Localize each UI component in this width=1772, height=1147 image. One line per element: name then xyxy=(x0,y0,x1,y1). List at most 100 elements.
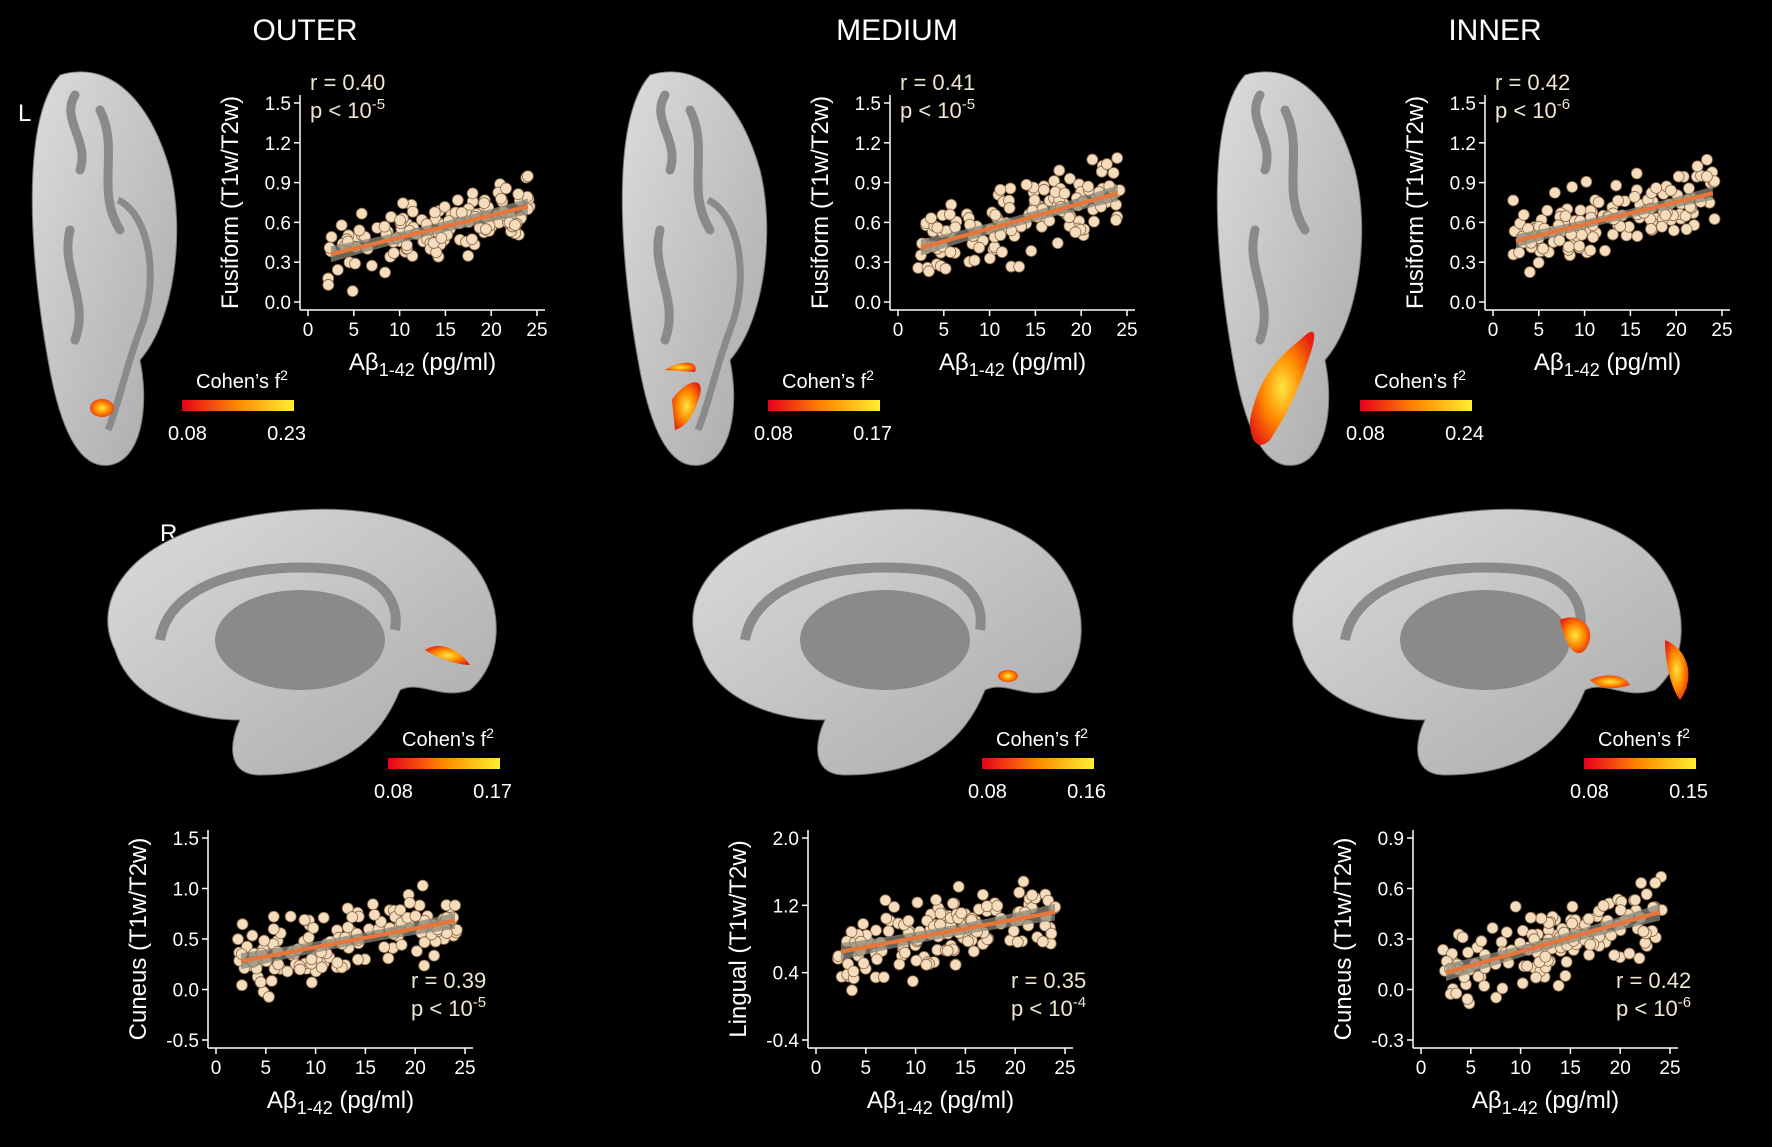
y-tick-label: 0.3 xyxy=(1378,930,1404,951)
data-point xyxy=(1575,228,1588,241)
y-axis-label: Lingual (T1w/T2w) xyxy=(725,840,752,1037)
data-point xyxy=(989,209,1002,221)
data-point xyxy=(1683,182,1695,195)
data-point xyxy=(962,935,974,948)
data-point xyxy=(267,910,280,923)
data-point xyxy=(521,170,534,183)
x-tick-label: 20 xyxy=(1071,320,1092,341)
stat-r: r = 0.39 xyxy=(411,968,486,993)
data-point xyxy=(1629,894,1642,906)
data-point xyxy=(1562,240,1575,253)
x-tick-label: 25 xyxy=(1116,320,1137,341)
data-point xyxy=(305,976,318,989)
data-point xyxy=(265,975,278,987)
data-point xyxy=(449,899,462,912)
data-point xyxy=(1472,970,1485,983)
data-point xyxy=(1017,875,1030,888)
scatter-plot-medium-lingual: 0 5 10 15 20 25 -0.4 0.4 1.2 2.0 Aβ1-42 (pg/ml) Lin… xyxy=(725,829,1086,1118)
stat-r: r = 0.42 xyxy=(1616,968,1691,993)
data-point xyxy=(1610,179,1622,192)
colorbar-label: Cohen’s f2 xyxy=(196,367,288,393)
colorbar-gradient xyxy=(982,758,1094,769)
data-point xyxy=(394,214,406,227)
x-tick-label: 10 xyxy=(305,1058,326,1079)
data-point xyxy=(1680,223,1693,236)
x-tick-label: 10 xyxy=(905,1058,926,1079)
data-point xyxy=(899,946,911,959)
data-point xyxy=(368,908,381,921)
data-point xyxy=(1020,178,1033,191)
data-point xyxy=(934,907,947,920)
data-point xyxy=(1574,204,1587,217)
data-point xyxy=(1701,153,1713,166)
data-point xyxy=(1582,912,1595,925)
data-point xyxy=(955,907,968,919)
regression-line xyxy=(840,910,1056,954)
data-point xyxy=(1612,194,1624,207)
data-point xyxy=(944,246,957,259)
data-point xyxy=(1100,158,1113,170)
regression-line xyxy=(240,918,456,964)
y-tick-label: 0.6 xyxy=(1378,880,1404,901)
data-point xyxy=(846,984,858,997)
data-point xyxy=(403,896,416,909)
stat-r: r = 0.42 xyxy=(1495,70,1570,95)
x-tick-label: 15 xyxy=(955,1058,976,1079)
data-point xyxy=(1523,266,1536,279)
data-point xyxy=(1500,926,1513,939)
data-point xyxy=(1592,196,1605,209)
x-tick-label: 10 xyxy=(1574,320,1595,341)
data-point xyxy=(1597,899,1610,912)
data-point xyxy=(413,899,426,912)
effect-cluster xyxy=(1665,640,1689,700)
data-point xyxy=(1659,209,1672,222)
data-point xyxy=(1496,982,1509,995)
y-tick-label: -0.4 xyxy=(766,1031,799,1052)
y-tick-label: 0.9 xyxy=(1378,829,1404,850)
data-point xyxy=(902,914,915,927)
data-point xyxy=(1069,226,1082,239)
data-point xyxy=(462,249,475,262)
data-point xyxy=(1537,242,1549,255)
data-point xyxy=(1700,170,1713,183)
y-tick-label: 0.0 xyxy=(855,293,881,314)
data-point xyxy=(952,880,965,893)
data-point xyxy=(397,197,409,210)
x-tick-label: 20 xyxy=(1610,1058,1631,1079)
data-point xyxy=(911,896,924,909)
data-point xyxy=(1649,877,1662,889)
data-point xyxy=(1541,204,1554,217)
effect-cluster xyxy=(998,670,1018,682)
scatter-plot-inner-cuneus: 0 5 10 15 20 25 -0.3 0.0 0.3 0.6 0.9 Aβ1-42 (pg/ml)… xyxy=(1330,829,1691,1118)
data-point xyxy=(1013,260,1026,273)
colorbar-label: Cohen’s f2 xyxy=(996,725,1088,751)
data-point xyxy=(509,219,521,231)
data-point xyxy=(479,223,492,236)
data-point xyxy=(428,949,440,962)
colorbar-max: 0.24 xyxy=(1445,423,1484,445)
data-point xyxy=(1462,946,1474,959)
data-point xyxy=(409,910,422,922)
x-tick-label: 0 xyxy=(211,1058,222,1079)
effect-cluster xyxy=(425,645,470,665)
x-tick-label: 20 xyxy=(481,320,502,341)
data-point xyxy=(1599,244,1611,257)
data-point xyxy=(1110,214,1122,227)
data-point xyxy=(845,925,858,938)
data-point xyxy=(991,899,1004,912)
x-tick-label: 0 xyxy=(1416,1058,1427,1079)
data-point xyxy=(267,923,280,936)
scatter-plot-inner-fusiform: 0 5 10 15 20 25 0.0 0.3 0.6 0.9 1.2 1.5 Aβ1-42 (pg/m… xyxy=(1402,70,1733,380)
data-point xyxy=(1587,231,1599,244)
data-point xyxy=(1631,230,1644,243)
x-axis-label: Aβ1-42 (pg/ml) xyxy=(1472,1087,1619,1118)
y-tick-label: 0.9 xyxy=(855,174,881,195)
data-point xyxy=(1635,877,1647,889)
x-axis-label: Aβ1-42 (pg/ml) xyxy=(1534,349,1681,380)
data-point xyxy=(1007,925,1020,937)
x-tick-label: 25 xyxy=(1054,1058,1075,1079)
y-tick-label: 1.2 xyxy=(1450,134,1476,155)
x-tick-label: 0 xyxy=(1488,320,1499,341)
data-point xyxy=(1478,980,1491,992)
data-point xyxy=(236,918,249,931)
